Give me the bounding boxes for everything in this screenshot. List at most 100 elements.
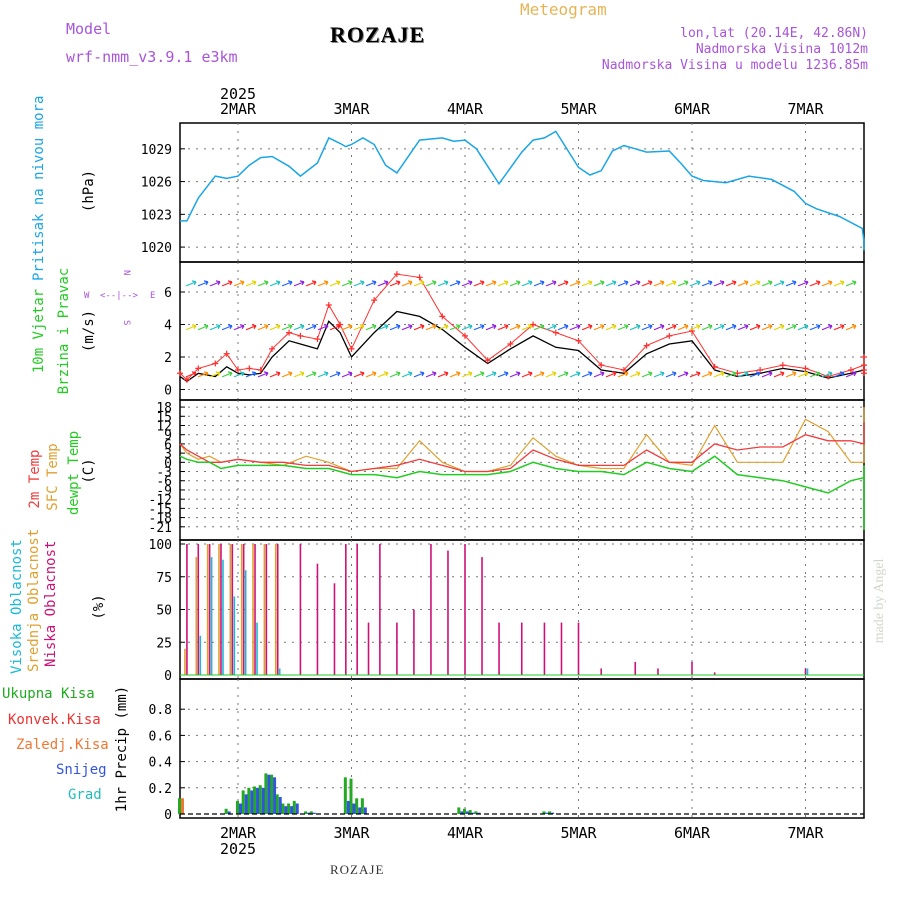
wind-arrow: [425, 280, 437, 287]
total-precip-bar: [253, 786, 257, 814]
wind-arrow: [413, 324, 425, 331]
wind-arrow: [821, 371, 833, 378]
wind-arrow: [233, 371, 245, 378]
model-label: Model: [66, 20, 112, 38]
panel-frame: [179, 399, 865, 541]
wind-arrow: [341, 324, 353, 331]
wind-arrow: [485, 280, 497, 287]
dewpoint-line: [179, 455, 865, 530]
gust-marker: [257, 367, 264, 373]
wind-arrow: [665, 324, 677, 331]
y-tick-label: -21: [149, 521, 172, 536]
wind-arrow: [353, 324, 365, 331]
wind-arrow: [257, 324, 269, 331]
lonlat-label: lon,lat (20.14E, 42.86N): [680, 26, 868, 41]
gust-marker: [348, 345, 355, 352]
wind-arrow: [497, 324, 509, 331]
wind-arrow: [581, 280, 593, 287]
total-precip-bar: [343, 777, 347, 814]
wind-arrow: [797, 280, 809, 287]
wind-arrow: [341, 280, 353, 287]
wind-arrow: [221, 280, 233, 287]
total-precip-bar: [542, 811, 546, 814]
snow-bar: [256, 787, 260, 814]
wind-arrow: [377, 280, 389, 287]
wind-arrow: [689, 324, 701, 331]
y-tick-label: 15: [156, 410, 172, 425]
wind-arrow: [389, 280, 401, 287]
gust-marker: [393, 271, 400, 278]
wind-arrow: [545, 371, 557, 378]
y-tick-label: 2: [164, 351, 172, 366]
wind-arrow: [749, 280, 761, 287]
wind-arrow: [833, 280, 845, 287]
wind-arrow: [329, 280, 341, 287]
y-tick-label: 25: [156, 636, 172, 651]
x-tick-label-bottom: 2MAR: [220, 824, 257, 842]
y-tick-label: -12: [149, 493, 172, 508]
x-tick-label-top: 2MAR: [220, 100, 257, 118]
wind-arrow: [809, 324, 821, 331]
wind-arrow: [473, 280, 485, 287]
wind-arrow: [293, 280, 305, 287]
wind-arrow: [257, 280, 269, 287]
wind-arrow: [665, 371, 677, 378]
gust-marker: [757, 367, 764, 373]
wind-arrow: [521, 324, 533, 331]
wind-arrow: [557, 280, 569, 287]
wind-arrow: [797, 324, 809, 331]
wind-arrow: [677, 324, 689, 331]
total-precip-bar: [179, 811, 183, 814]
wind-arrow: [629, 371, 641, 378]
wind-arrow: [557, 324, 569, 331]
wind-arrow: [209, 280, 221, 287]
pressure-line: [180, 130, 865, 251]
wind-arrow: [737, 324, 749, 331]
y-tick-label: 0.8: [149, 703, 172, 718]
precip-graupel-label: Grad: [68, 787, 102, 803]
gust-marker: [530, 321, 537, 328]
wind-arrow: [389, 324, 401, 331]
y-tick-label: -9: [156, 484, 172, 499]
snow-bar: [471, 812, 475, 814]
wind-arrow: [293, 371, 305, 378]
wind-gust-line: [179, 273, 865, 381]
gust-marker: [223, 350, 230, 357]
wind-arrow: [593, 280, 605, 287]
model-name: wrf-nmm_v3.9.1 e3km: [66, 48, 238, 66]
y-tick-label: 1029: [141, 143, 172, 158]
gust-marker: [195, 365, 202, 372]
y-tick-label: 12: [156, 419, 172, 434]
wind-arrow: [809, 280, 821, 287]
snow-bar: [250, 790, 254, 814]
wind-arrow: [701, 280, 713, 287]
y-tick-label: 75: [156, 571, 172, 586]
wind-arrow: [653, 324, 665, 331]
wind-arrow: [317, 324, 329, 331]
y-tick-label: -3: [156, 466, 172, 481]
wind-arrow: [413, 280, 425, 287]
wind-arrow: [437, 280, 449, 287]
wind-arrow: [305, 371, 317, 378]
total-precip-bar: [224, 808, 228, 814]
snow-bar: [352, 803, 356, 814]
wind-arrow: [845, 280, 857, 287]
y-tick-label: 0: [164, 669, 172, 684]
wind-arrow: [641, 280, 653, 287]
wind-arrow: [617, 324, 629, 331]
snow-bar: [278, 796, 282, 814]
wind-arrow: [761, 280, 773, 287]
y-tick-label: 0.2: [149, 782, 172, 797]
wind-arrow: [713, 280, 725, 287]
gust-marker: [847, 367, 854, 373]
x-tick-label-top: 5MAR: [560, 100, 597, 118]
gust-marker: [666, 332, 673, 339]
y-tick-label: 18: [156, 401, 172, 416]
wind-arrow: [641, 371, 653, 378]
y-tick-label: 0: [164, 456, 172, 471]
gust-marker: [325, 302, 332, 308]
snow-bar: [227, 811, 231, 814]
wind-arrow: [209, 371, 221, 378]
wind-arrow: [221, 324, 233, 331]
compass-w: W: [84, 291, 90, 301]
